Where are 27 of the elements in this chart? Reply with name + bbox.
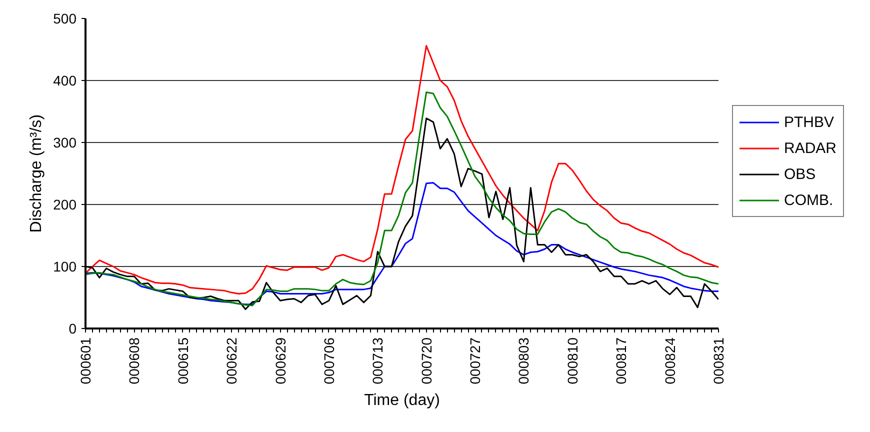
legend-label: RADAR <box>784 140 837 156</box>
y-tick-label: 200 <box>53 196 77 212</box>
x-tick-label: 000615 <box>174 337 191 384</box>
x-tick-label: 000720 <box>418 337 434 384</box>
legend-label: COMB. <box>784 192 834 208</box>
x-tick-label: 000601 <box>78 337 94 384</box>
y-tick-label: 500 <box>53 10 77 26</box>
legend-label: PTHBV <box>784 114 834 130</box>
x-tick-label: 000608 <box>126 337 142 384</box>
line-series <box>86 182 718 306</box>
x-tick-label: 000824 <box>662 337 678 384</box>
x-tick-label: 000622 <box>224 337 240 384</box>
x-tick-label: 000817 <box>613 337 630 384</box>
y-tick-label: 400 <box>53 72 77 88</box>
x-tick-label: 000727 <box>467 337 484 384</box>
y-tick-label: 0 <box>68 320 77 336</box>
x-tick-label: 000803 <box>516 337 532 384</box>
y-tick-label: 300 <box>53 134 77 150</box>
y-axis-title: Discharge (m³/s) <box>28 114 46 233</box>
x-tick-label: 000629 <box>272 337 288 384</box>
x-tick-label: 000831 <box>710 337 726 384</box>
x-tick-label: 000713 <box>370 337 386 384</box>
x-tick-label: 000706 <box>320 337 337 384</box>
x-axis-title: Time (day) <box>364 392 440 410</box>
x-tick-label: 000810 <box>564 337 580 384</box>
y-tick-label: 100 <box>53 258 77 274</box>
legend-label: OBS <box>784 166 816 182</box>
